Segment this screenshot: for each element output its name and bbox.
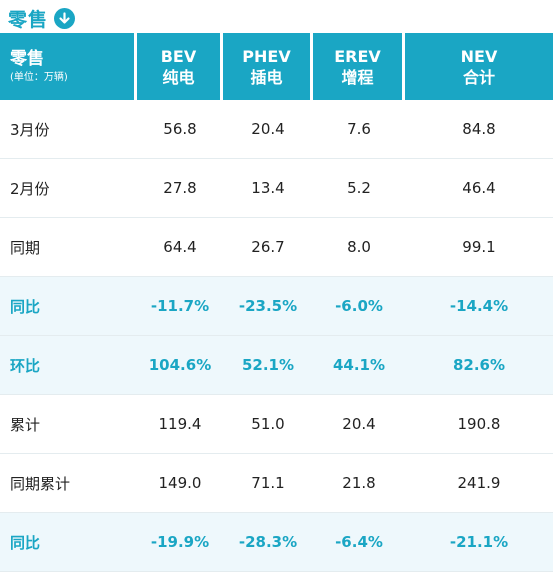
cell-phev: 51.0 bbox=[251, 415, 285, 433]
row-label: 同期累计 bbox=[10, 474, 71, 493]
title-text: 零售 bbox=[8, 8, 49, 31]
cell-bev: 149.0 bbox=[158, 474, 202, 492]
header-label-main: 零售 bbox=[10, 49, 44, 69]
cell-nev: 84.8 bbox=[462, 120, 496, 138]
cell-phev: 26.7 bbox=[251, 238, 285, 256]
row-label: 同期 bbox=[10, 238, 41, 257]
cell-erev: 8.0 bbox=[347, 238, 371, 256]
header-col-name: 插电 bbox=[250, 67, 283, 87]
row-label: 环比 bbox=[10, 356, 41, 375]
table-row: 同期累计 149.0 71.1 21.8 241.9 bbox=[0, 454, 553, 513]
row-label: 同比 bbox=[10, 533, 41, 552]
header-col-code: PHEV bbox=[242, 46, 291, 66]
retail-table: 零售 (单位：万辆) BEV 纯电 PHEV 插电 EREV 增程 NEV 合计… bbox=[0, 33, 553, 572]
cell-nev: -14.4% bbox=[449, 297, 509, 315]
cell-bev: -11.7% bbox=[150, 297, 210, 315]
cell-erev: 20.4 bbox=[342, 415, 376, 433]
table-row: 累计 119.4 51.0 20.4 190.8 bbox=[0, 395, 553, 454]
cell-erev: 5.2 bbox=[347, 179, 371, 197]
cell-nev: 82.6% bbox=[452, 356, 506, 374]
header-label-unit: (单位：万辆) bbox=[10, 72, 68, 83]
table-row-highlight: 环比 104.6% 52.1% 44.1% 82.6% bbox=[0, 336, 553, 395]
cell-erev: 21.8 bbox=[342, 474, 376, 492]
header-col-code: EREV bbox=[334, 46, 381, 66]
cell-nev: 46.4 bbox=[462, 179, 496, 197]
row-label: 2月份 bbox=[10, 179, 50, 198]
cell-phev: 52.1% bbox=[241, 356, 295, 374]
header-label-cell: 零售 (单位：万辆) bbox=[0, 33, 134, 100]
cell-erev: 44.1% bbox=[332, 356, 386, 374]
cell-phev: 13.4 bbox=[251, 179, 285, 197]
header-col-name: 纯电 bbox=[162, 67, 195, 87]
cell-phev: -23.5% bbox=[238, 297, 298, 315]
cell-nev: 99.1 bbox=[462, 238, 496, 256]
section-title: 零售 bbox=[8, 4, 76, 32]
table-row: 同期 64.4 26.7 8.0 99.1 bbox=[0, 218, 553, 277]
cell-bev: 64.4 bbox=[163, 238, 197, 256]
header-erev: EREV 增程 bbox=[313, 33, 402, 100]
cell-nev: 241.9 bbox=[457, 474, 501, 492]
cell-phev: 71.1 bbox=[251, 474, 285, 492]
header-nev: NEV 合计 bbox=[405, 33, 553, 100]
cell-erev: -6.4% bbox=[335, 533, 383, 551]
cell-phev: 20.4 bbox=[251, 120, 285, 138]
header-bev: BEV 纯电 bbox=[137, 33, 220, 100]
row-label: 累计 bbox=[10, 415, 41, 434]
table-row: 3月份 56.8 20.4 7.6 84.8 bbox=[0, 100, 553, 159]
table-row-highlight: 同比 -11.7% -23.5% -6.0% -14.4% bbox=[0, 277, 553, 336]
row-label: 同比 bbox=[10, 297, 41, 316]
cell-erev: -6.0% bbox=[335, 297, 383, 315]
table-row: 2月份 27.8 13.4 5.2 46.4 bbox=[0, 159, 553, 218]
cell-bev: 27.8 bbox=[163, 179, 197, 197]
table-header: 零售 (单位：万辆) BEV 纯电 PHEV 插电 EREV 增程 NEV 合计 bbox=[0, 33, 553, 100]
header-col-code: BEV bbox=[160, 46, 197, 66]
table-row-highlight: 同比 -19.9% -28.3% -6.4% -21.1% bbox=[0, 513, 553, 572]
cell-nev: -21.1% bbox=[449, 533, 509, 551]
cell-nev: 190.8 bbox=[457, 415, 501, 433]
cell-bev: -19.9% bbox=[150, 533, 210, 551]
cell-bev: 104.6% bbox=[148, 356, 212, 374]
cell-erev: 7.6 bbox=[347, 120, 371, 138]
header-col-code: NEV bbox=[460, 46, 498, 66]
cell-bev: 119.4 bbox=[158, 415, 202, 433]
arrow-down-circle-icon[interactable] bbox=[54, 7, 76, 29]
header-phev: PHEV 插电 bbox=[223, 33, 310, 100]
header-col-name: 合计 bbox=[462, 67, 495, 87]
header-col-name: 增程 bbox=[341, 67, 374, 87]
cell-phev: -28.3% bbox=[238, 533, 298, 551]
row-label: 3月份 bbox=[10, 120, 50, 139]
cell-bev: 56.8 bbox=[163, 120, 197, 138]
